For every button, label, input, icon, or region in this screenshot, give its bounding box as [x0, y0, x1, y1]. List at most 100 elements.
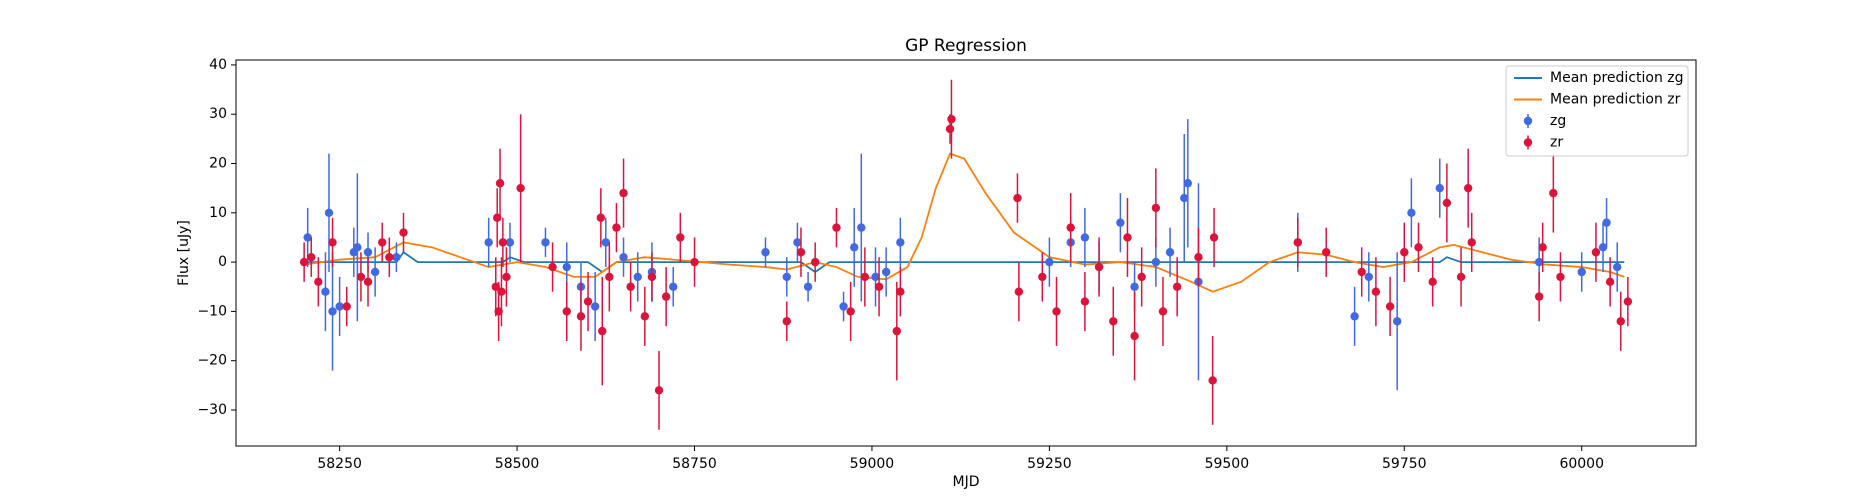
data-point — [1549, 188, 1558, 198]
y-tick-label: 0 — [218, 254, 227, 270]
data-point — [1357, 267, 1366, 277]
data-point — [839, 302, 848, 311]
y-tick-label: 40 — [209, 57, 227, 73]
data-point — [562, 262, 571, 272]
data-point — [1538, 243, 1547, 252]
data-point — [356, 272, 366, 282]
legend-label: Mean prediction zr — [1550, 92, 1681, 108]
legend-label: Mean prediction zg — [1550, 70, 1684, 86]
data-point — [850, 243, 859, 252]
data-point — [1130, 282, 1139, 291]
data-point — [640, 312, 650, 321]
data-point — [1364, 272, 1373, 282]
data-point — [690, 257, 699, 267]
data-point — [1194, 252, 1203, 262]
data-point — [1066, 223, 1075, 232]
data-point — [1052, 307, 1061, 316]
data-point — [583, 297, 593, 306]
y-tick-label: −20 — [197, 353, 227, 369]
data-point — [612, 223, 621, 232]
data-point — [1094, 262, 1104, 272]
data-point — [676, 233, 685, 242]
data-point — [874, 282, 884, 291]
data-point — [1467, 238, 1476, 247]
data-point — [321, 287, 330, 296]
data-point — [1130, 331, 1139, 341]
data-point — [1116, 218, 1125, 227]
data-point — [654, 386, 664, 395]
y-tick-label: 30 — [209, 106, 227, 122]
data-point — [1456, 272, 1466, 282]
data-point — [1209, 233, 1219, 242]
data-point — [1322, 248, 1331, 257]
data-point — [342, 302, 351, 311]
data-point — [832, 223, 841, 232]
data-point — [782, 272, 791, 282]
data-point — [871, 272, 880, 282]
data-point — [1109, 317, 1118, 326]
data-point — [803, 282, 813, 291]
data-point — [647, 272, 657, 282]
data-point — [498, 238, 508, 247]
data-point — [1534, 292, 1544, 301]
x-axis-label: MJD — [953, 474, 980, 490]
data-point — [596, 213, 606, 222]
data-point — [505, 238, 515, 247]
data-point — [1172, 282, 1182, 291]
data-point — [796, 248, 806, 257]
data-point — [1045, 257, 1054, 267]
data-point — [1014, 287, 1024, 296]
data-point — [846, 307, 855, 316]
data-point — [1180, 193, 1189, 203]
data-point — [1623, 297, 1633, 306]
data-point — [1534, 257, 1544, 267]
data-point — [1123, 233, 1132, 242]
chart-title: GP Regression — [905, 36, 1027, 56]
data-point — [896, 238, 905, 247]
data-point — [1151, 203, 1161, 213]
x-tick-label: 60000 — [1559, 456, 1604, 472]
data-point — [1038, 272, 1047, 282]
data-point — [1080, 233, 1090, 242]
data-point — [896, 287, 905, 296]
data-point — [1013, 193, 1022, 203]
data-point — [1598, 243, 1608, 252]
data-point — [1407, 208, 1416, 218]
data-point — [385, 252, 394, 262]
data-point — [633, 272, 642, 282]
data-point — [378, 238, 387, 247]
plot-frame — [235, 59, 1697, 447]
data-point — [1293, 238, 1303, 247]
legend-box — [1505, 65, 1689, 157]
data-point — [353, 243, 362, 252]
data-point — [562, 307, 571, 316]
data-point — [328, 238, 337, 247]
data-point — [1371, 287, 1381, 296]
data-point — [947, 114, 956, 124]
data-point — [601, 238, 610, 247]
data-point — [1605, 277, 1615, 287]
x-tick-label: 59750 — [1382, 456, 1427, 472]
data-point — [590, 302, 600, 311]
x-tick-label: 58250 — [317, 456, 362, 472]
y-tick-label: 20 — [209, 156, 227, 172]
data-point — [881, 267, 891, 277]
data-point — [860, 272, 870, 282]
data-point — [1613, 262, 1622, 272]
data-point — [793, 238, 802, 247]
y-axis-label: Flux [uJy] — [176, 220, 192, 286]
data-point — [626, 282, 635, 291]
data-point — [605, 272, 614, 282]
data-point — [548, 262, 557, 272]
data-point — [314, 277, 323, 287]
data-point — [370, 267, 380, 277]
data-point — [516, 183, 525, 193]
data-point — [1350, 312, 1359, 321]
y-tick-label: −10 — [197, 303, 227, 319]
data-point — [1208, 376, 1217, 385]
data-point — [1602, 218, 1611, 227]
x-tick-label: 58750 — [672, 456, 717, 472]
legend-label: zr — [1550, 135, 1563, 151]
data-point — [1591, 248, 1601, 257]
